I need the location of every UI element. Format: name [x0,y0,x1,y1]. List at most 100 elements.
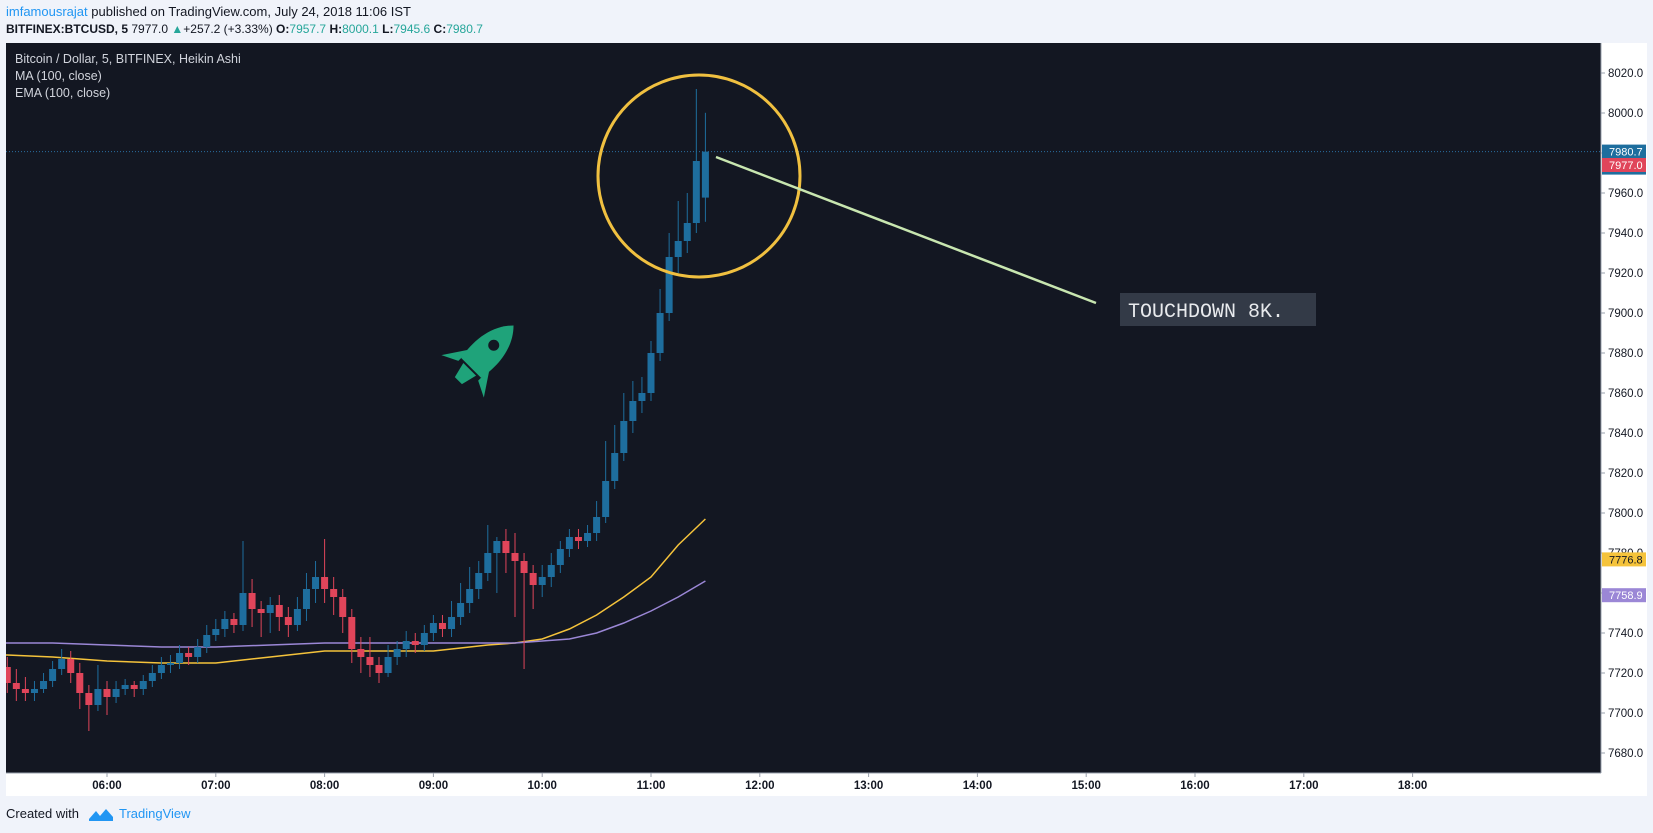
candle[interactable] [674,201,682,273]
candle[interactable] [357,637,365,673]
candle[interactable] [212,619,220,641]
candle[interactable] [85,685,93,731]
candle[interactable] [185,647,193,665]
price-chart[interactable]: 8020.08000.07980.07960.07940.07920.07900… [6,43,1647,796]
author-link[interactable]: imfamousrajat [6,4,88,19]
annotation-text[interactable]: TOUCHDOWN 8K. [1128,301,1284,324]
candle[interactable] [103,681,111,715]
candle[interactable] [339,589,347,633]
candle[interactable] [556,541,564,573]
candle[interactable] [221,611,229,637]
candle[interactable] [157,657,165,679]
annotation-box[interactable] [1120,293,1316,326]
candle[interactable] [330,577,338,615]
candle[interactable] [257,601,265,637]
candle[interactable] [49,661,57,687]
candle[interactable] [611,425,619,489]
time-axis-background[interactable] [6,773,1647,796]
candle-body [12,683,20,689]
candle[interactable] [665,233,673,321]
candle[interactable] [21,677,29,701]
candle-body [584,533,592,541]
candle[interactable] [302,573,310,621]
candle[interactable] [275,595,283,631]
candle[interactable] [67,651,75,683]
candle[interactable] [547,553,555,587]
candle-body [203,635,211,647]
candle[interactable] [429,615,437,641]
candle-body [475,573,483,589]
candle[interactable] [6,657,11,693]
last-price: 7977.0 [131,22,169,36]
annotation-trend-line[interactable] [715,155,1097,305]
candle[interactable] [148,665,156,687]
candle[interactable] [139,675,147,695]
candle[interactable] [121,679,129,695]
candle[interactable] [248,579,256,627]
candle[interactable] [176,645,184,669]
candle[interactable] [12,669,20,701]
y-tick-label: 8000.0 [1608,108,1643,120]
candle[interactable] [602,441,610,523]
candle[interactable] [584,525,592,547]
candle[interactable] [574,529,582,549]
candle[interactable] [520,553,528,669]
candle[interactable] [692,89,700,233]
candle[interactable] [638,377,646,413]
y-tick-label: 8020.0 [1608,68,1643,80]
candle[interactable] [194,639,202,663]
candle[interactable] [457,583,465,625]
candle[interactable] [484,525,492,581]
x-tick-label: 15:00 [1071,780,1100,792]
candle[interactable] [203,625,211,653]
candle[interactable] [493,537,501,593]
candle[interactable] [30,681,38,701]
candle[interactable] [647,341,655,401]
candle[interactable] [348,609,356,663]
candle-body [76,673,84,693]
candle[interactable] [656,289,664,361]
candle[interactable] [94,665,102,711]
candle[interactable] [593,501,601,541]
candle[interactable] [538,565,546,597]
candle[interactable] [411,633,419,653]
candle[interactable] [375,657,383,683]
candle-body [602,481,610,517]
candle[interactable] [239,541,247,631]
candle[interactable] [112,681,120,703]
highlight-circle[interactable] [596,73,802,279]
candle[interactable] [366,637,374,677]
candle[interactable] [266,597,274,633]
candle[interactable] [384,645,392,677]
candle[interactable] [321,539,329,603]
candle[interactable] [620,393,628,461]
candle[interactable] [629,381,637,433]
candle[interactable] [58,649,66,675]
candle[interactable] [502,529,510,573]
candle[interactable] [293,597,301,631]
candle[interactable] [511,533,519,617]
candle-body [647,353,655,393]
rocket-icon[interactable] [437,304,535,402]
candle[interactable] [402,631,410,657]
candle-body [321,577,329,589]
candle[interactable] [466,567,474,613]
candle[interactable] [40,673,48,693]
candle[interactable] [230,613,238,633]
candle[interactable] [312,561,320,603]
candle[interactable] [529,565,537,609]
candle[interactable] [438,615,446,637]
candle[interactable] [420,625,428,651]
candle[interactable] [284,607,292,637]
candle-body [683,223,691,241]
candle[interactable] [683,193,691,253]
candle[interactable] [166,655,174,673]
candle[interactable] [448,601,456,637]
candle[interactable] [565,529,573,557]
candle[interactable] [475,561,483,599]
candle[interactable] [76,663,84,709]
tradingview-link[interactable]: TradingView [118,806,191,821]
candle[interactable] [393,641,401,665]
candle[interactable] [130,681,138,697]
candle[interactable] [701,112,709,222]
